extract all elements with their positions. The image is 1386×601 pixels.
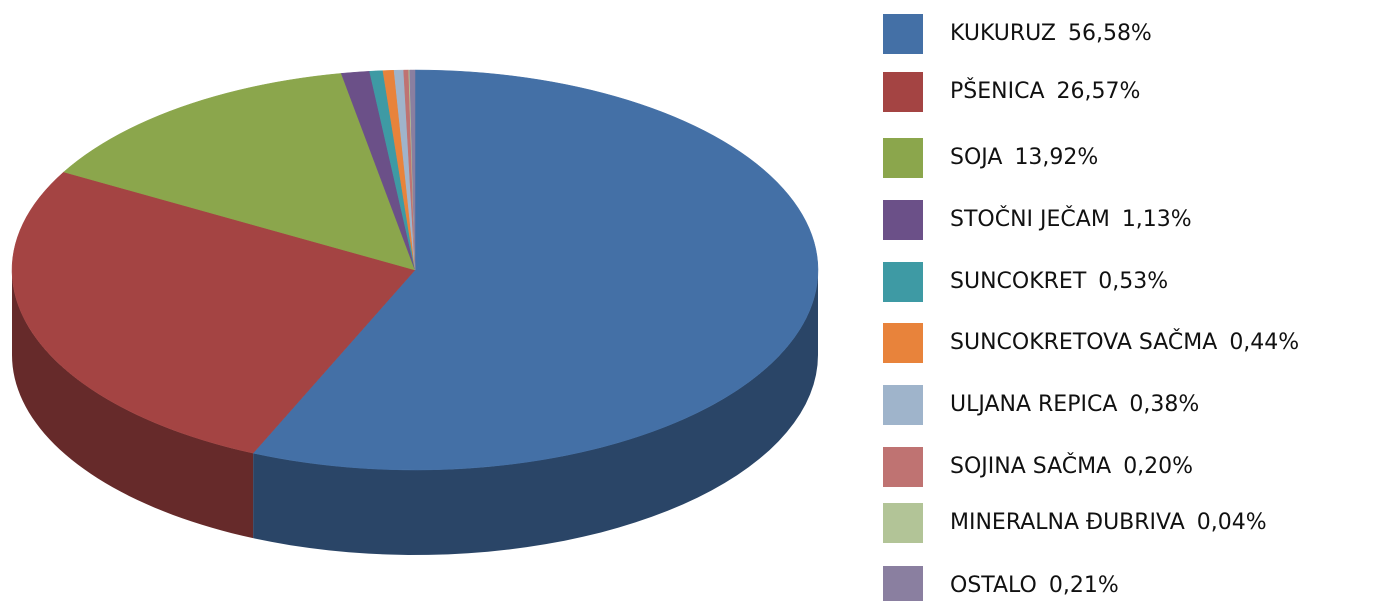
legend-name: STOČNI JEČAM — [950, 206, 1110, 232]
legend-name: ULJANA REPICA — [950, 392, 1117, 417]
legend-value: 1,13% — [1122, 207, 1192, 232]
slice — [252, 69, 819, 471]
legend-label: STOČNI JEČAM 1,13% — [950, 206, 1192, 232]
slice-side — [12, 270, 254, 539]
legend-value: 26,57% — [1057, 79, 1141, 104]
legend-swatch — [883, 447, 923, 487]
slice — [63, 73, 416, 271]
legend-value: 56,58% — [1068, 21, 1152, 46]
legend-name: KUKURUZ — [950, 21, 1056, 46]
legend-label: ULJANA REPICA 0,38% — [950, 392, 1199, 417]
legend-swatch — [883, 566, 923, 601]
legend-label: OSTALO 0,21% — [950, 573, 1119, 598]
slice-side — [253, 270, 818, 555]
legend-name: SOJINA SAČMA — [950, 453, 1111, 479]
slice — [409, 69, 416, 271]
slice — [11, 171, 416, 454]
legend-swatch — [883, 503, 923, 543]
legend-label: SUNCOKRETOVA SAČMA 0,44% — [950, 329, 1299, 355]
legend-label: SUNCOKRET 0,53% — [950, 269, 1168, 294]
legend-label: MINERALNA ĐUBRIVA 0,04% — [950, 510, 1267, 535]
legend-swatch — [883, 200, 923, 240]
legend-swatch — [883, 72, 923, 112]
legend-name: SUNCOKRETOVA SAČMA — [950, 329, 1217, 355]
legend-swatch — [883, 262, 923, 302]
legend-value: 0,21% — [1049, 573, 1119, 598]
legend-name: SUNCOKRET — [950, 269, 1087, 294]
legend-value: 0,53% — [1098, 269, 1168, 294]
legend-label: SOJINA SAČMA 0,20% — [950, 453, 1193, 479]
legend-label: SOJA 13,92% — [950, 145, 1098, 170]
legend-swatch — [883, 14, 923, 54]
legend-value: 0,44% — [1229, 330, 1299, 355]
legend-label: PŠENICA 26,57% — [950, 78, 1140, 104]
legend-name: SOJA — [950, 145, 1002, 170]
legend-value: 0,20% — [1123, 454, 1193, 479]
legend-label: KUKURUZ 56,58% — [950, 21, 1152, 46]
legend-value: 0,38% — [1129, 392, 1199, 417]
legend-value: 13,92% — [1014, 145, 1098, 170]
legend-name: PŠENICA — [950, 78, 1045, 104]
legend-swatch — [883, 138, 923, 178]
legend-swatch — [883, 385, 923, 425]
legend-name: MINERALNA ĐUBRIVA — [950, 510, 1185, 535]
legend-swatch — [883, 323, 923, 363]
legend-value: 0,04% — [1197, 510, 1267, 535]
legend-name: OSTALO — [950, 573, 1037, 598]
